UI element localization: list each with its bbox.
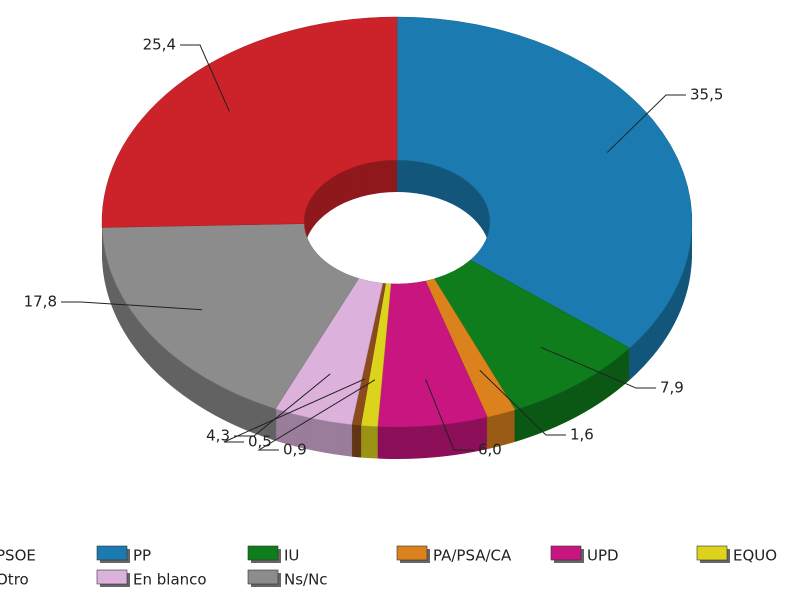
legend-label: EQUO [733, 547, 777, 565]
slice [101, 16, 398, 228]
leader-line [234, 373, 331, 437]
slice [433, 259, 631, 411]
legend-label: PP [133, 547, 151, 565]
leader-line [540, 346, 656, 389]
slice [396, 16, 693, 349]
legend-swatch [247, 545, 279, 561]
legend-label: Otro [0, 571, 29, 589]
data-label: 4,3 [206, 427, 230, 445]
data-label: 1,6 [570, 426, 594, 444]
legend-swatch [396, 545, 428, 561]
data-label: 25,4 [143, 36, 176, 54]
legend-label: UPD [587, 547, 619, 565]
legend-label: IU [284, 547, 299, 565]
leader-line [223, 378, 365, 443]
legend-label: Ns/Nc [284, 571, 328, 589]
data-label: 35,5 [690, 86, 723, 104]
legend-label: PSOE [0, 547, 36, 565]
slice [101, 223, 360, 410]
legend-swatch [550, 545, 582, 561]
data-label: 0,9 [283, 441, 307, 459]
data-label: 6,0 [478, 441, 502, 459]
data-label: 7,9 [660, 379, 684, 397]
leader-line [606, 94, 686, 153]
leader-line [425, 379, 474, 451]
legend-label: PA/PSA/CA [433, 547, 512, 565]
leader-line [257, 379, 376, 451]
legend-swatch [696, 545, 728, 561]
legend-swatch [96, 569, 128, 585]
legend-label: En blanco [133, 571, 207, 589]
data-label: 17,8 [24, 293, 57, 311]
legend-swatch [247, 569, 279, 585]
leader-line [61, 301, 203, 311]
legend-swatch [96, 545, 128, 561]
data-label: 0,5 [248, 433, 272, 451]
leader-line [180, 44, 230, 112]
leader-line [479, 369, 566, 436]
